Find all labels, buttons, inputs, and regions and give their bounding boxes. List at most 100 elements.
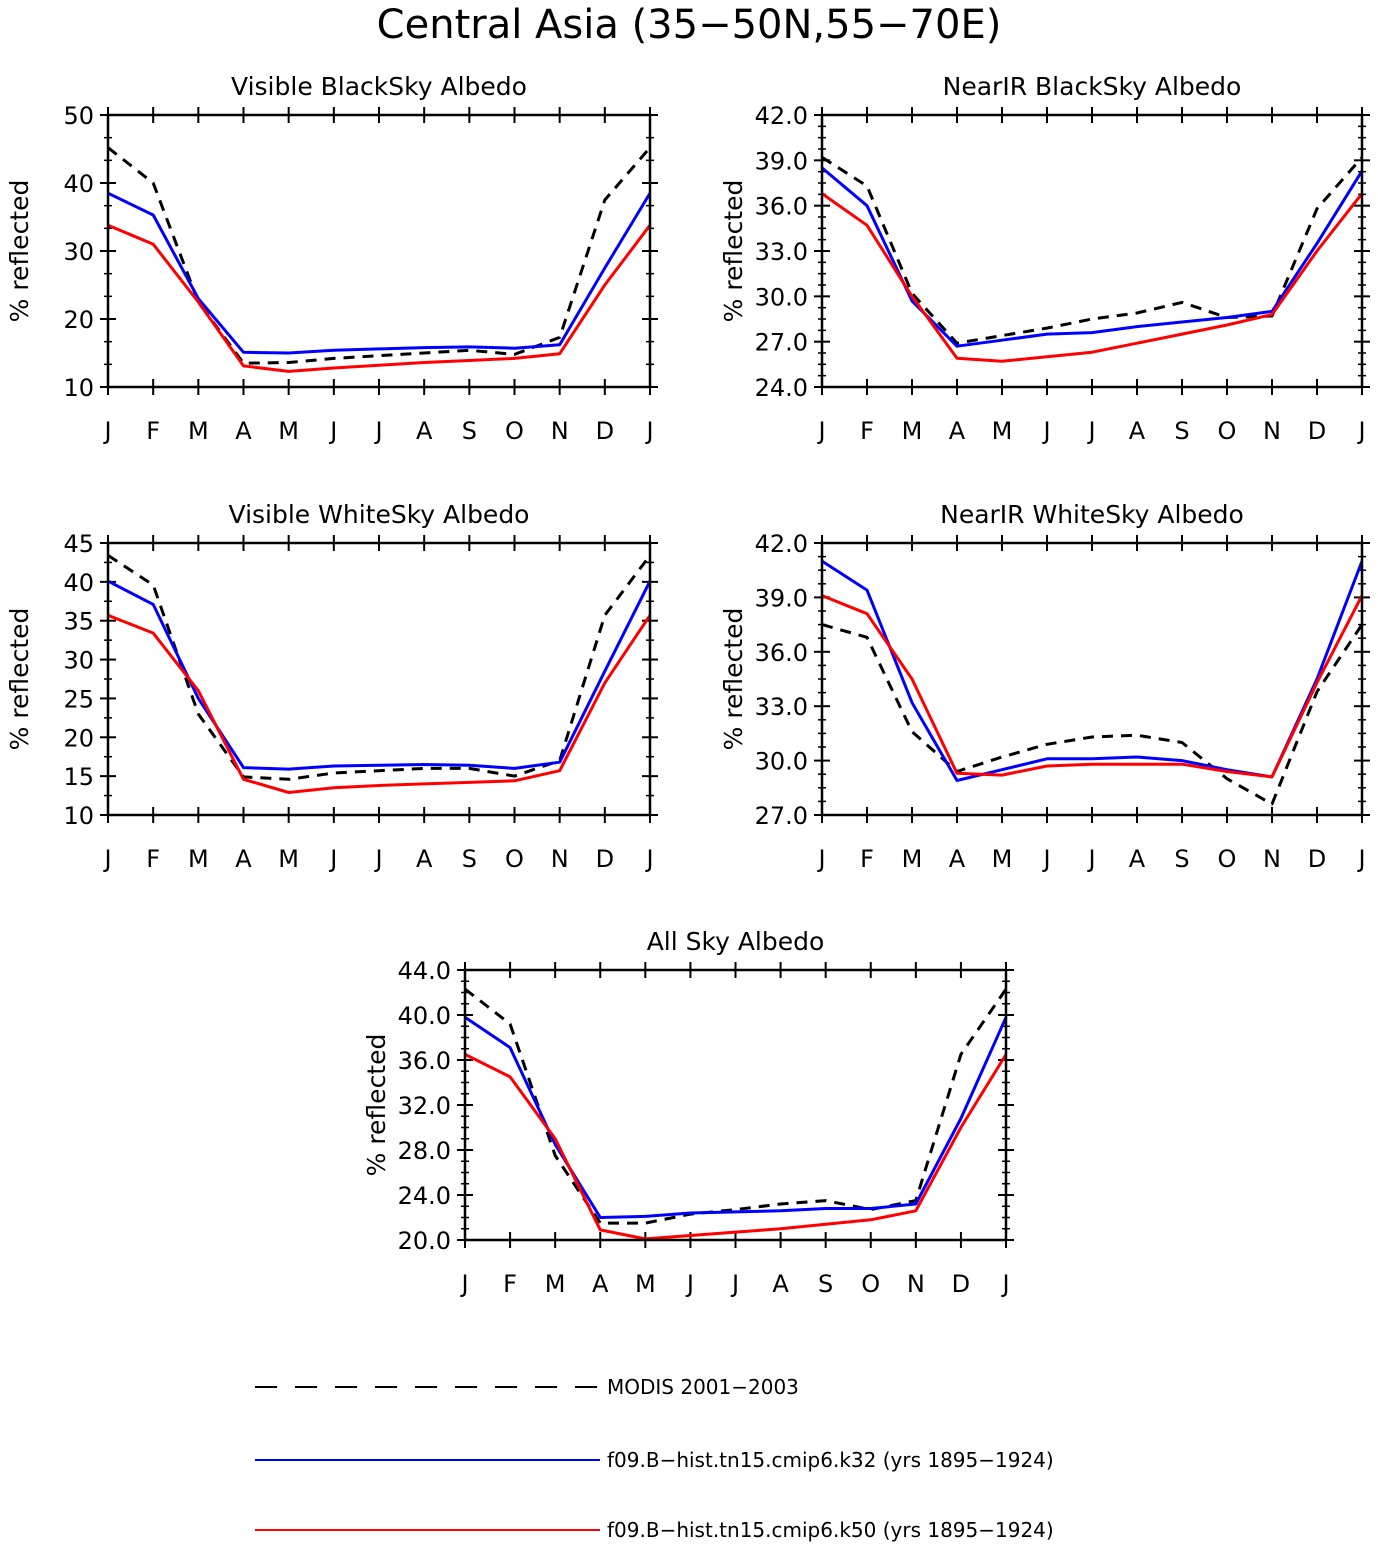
x-tick-label: A bbox=[1129, 417, 1146, 445]
legend-label-k50: f09.B−hist.tn15.cmip6.k50 (yrs 1895−1924… bbox=[607, 1518, 1054, 1542]
x-tick-label: N bbox=[551, 417, 569, 445]
series-line-k50 bbox=[464, 1053, 1008, 1241]
x-tick-label: D bbox=[596, 417, 614, 445]
x-tick-label: J bbox=[1041, 417, 1050, 445]
y-tick-label: 20 bbox=[63, 724, 94, 752]
y-tick-label: 10 bbox=[63, 802, 94, 830]
y-tick-label: 28.0 bbox=[398, 1137, 451, 1165]
y-tick-label: 27.0 bbox=[755, 329, 808, 357]
x-tick-label: A bbox=[592, 1270, 609, 1298]
x-tick-label: M bbox=[902, 417, 923, 445]
x-tick-label: J bbox=[373, 417, 382, 445]
y-tick-label: 36.0 bbox=[755, 193, 808, 221]
y-tick-label: 30.0 bbox=[755, 748, 808, 776]
y-tick-label: 40 bbox=[63, 170, 94, 198]
panel-5: All Sky Albedo % reflected 20.0 24.0 28.0 32.… bbox=[362, 927, 1014, 1298]
legend-item-modis: MODIS 2001−2003 bbox=[255, 1375, 799, 1399]
x-tick-label: A bbox=[416, 417, 433, 445]
x-tick-label: D bbox=[1308, 845, 1326, 873]
x-tick-label: A bbox=[235, 417, 252, 445]
series-line-k50 bbox=[107, 223, 652, 373]
panel-title: Visible BlackSky Albedo bbox=[231, 72, 527, 101]
x-tick-label: F bbox=[860, 845, 874, 873]
x-tick-label: F bbox=[146, 845, 160, 873]
y-tick-label: 10 bbox=[63, 374, 94, 402]
series-line-k32 bbox=[464, 1016, 1008, 1219]
x-tick-label: A bbox=[235, 845, 252, 873]
x-tick-label: S bbox=[462, 845, 477, 873]
x-tick-label: N bbox=[1263, 845, 1281, 873]
series-line-modis bbox=[821, 156, 1364, 345]
x-tick-label: M bbox=[902, 845, 923, 873]
plot-frame bbox=[820, 113, 1364, 389]
plot-frame bbox=[106, 113, 652, 389]
x-tick-label: J bbox=[102, 845, 111, 873]
series-line-k32 bbox=[107, 579, 652, 771]
x-tick-label: F bbox=[503, 1270, 517, 1298]
x-tick-label: O bbox=[1218, 417, 1237, 445]
y-axis-label: % reflected bbox=[362, 1034, 391, 1177]
y-tick-label: 40 bbox=[63, 569, 94, 597]
y-tick-label: 24.0 bbox=[755, 374, 808, 402]
y-tick-label: 32.0 bbox=[398, 1092, 451, 1120]
legend-label-modis: MODIS 2001−2003 bbox=[607, 1375, 799, 1399]
series-line-modis bbox=[821, 623, 1364, 806]
chart-panels: Visible BlackSky Albedo % reflected 10 20 30… bbox=[5, 72, 1370, 1298]
series-line-k32 bbox=[821, 166, 1364, 348]
x-tick-label: M bbox=[992, 845, 1013, 873]
x-tick-label: J bbox=[644, 417, 653, 445]
x-tick-label: F bbox=[860, 417, 874, 445]
figure-title: Central Asia (35−50N,55−70E) bbox=[377, 2, 1002, 48]
panel-4: NearIR WhiteSky Albedo % reflected 27.0 30.… bbox=[719, 500, 1370, 873]
series-line-k50 bbox=[107, 613, 652, 794]
panel-1: Visible BlackSky Albedo % reflected 10 20 30… bbox=[5, 72, 658, 445]
x-tick-label: J bbox=[1356, 417, 1365, 445]
y-tick-label: 39.0 bbox=[755, 147, 808, 175]
x-tick-label: N bbox=[907, 1270, 925, 1298]
legend-item-k32: f09.B−hist.tn15.cmip6.k32 (yrs 1895−1924… bbox=[255, 1448, 1054, 1472]
x-tick-label: J bbox=[459, 1270, 468, 1298]
panel-title: NearIR BlackSky Albedo bbox=[943, 72, 1242, 101]
y-tick-label: 20 bbox=[63, 306, 94, 334]
y-axis-label: % reflected bbox=[719, 180, 748, 323]
x-tick-label: A bbox=[949, 417, 966, 445]
y-tick-label: 33.0 bbox=[755, 238, 808, 266]
y-tick-label: 25 bbox=[63, 685, 94, 713]
panel-3: Visible WhiteSky Albedo % reflected 10 15 20… bbox=[5, 500, 658, 873]
x-tick-label: O bbox=[1218, 845, 1237, 873]
x-tick-label: J bbox=[1000, 1270, 1009, 1298]
x-tick-label: F bbox=[146, 417, 160, 445]
y-axis-label: % reflected bbox=[719, 608, 748, 751]
legend: MODIS 2001−2003 f09.B−hist.tn15.cmip6.k3… bbox=[255, 1375, 1054, 1542]
legend-item-k50: f09.B−hist.tn15.cmip6.k50 (yrs 1895−1924… bbox=[255, 1518, 1054, 1542]
series-line-k32 bbox=[107, 191, 652, 355]
y-tick-label: 33.0 bbox=[755, 693, 808, 721]
y-axis-label: % reflected bbox=[5, 180, 34, 323]
legend-label-k32: f09.B−hist.tn15.cmip6.k32 (yrs 1895−1924… bbox=[607, 1448, 1054, 1472]
x-tick-label: D bbox=[1308, 417, 1326, 445]
panel-2: NearIR BlackSky Albedo % reflected 24.0 27.… bbox=[719, 72, 1370, 445]
x-tick-label: O bbox=[861, 1270, 880, 1298]
x-tick-label: S bbox=[1174, 417, 1189, 445]
x-tick-label: D bbox=[596, 845, 614, 873]
x-tick-label: J bbox=[816, 417, 825, 445]
series-line-modis bbox=[107, 146, 652, 365]
y-tick-label: 30 bbox=[63, 647, 94, 675]
x-tick-label: A bbox=[772, 1270, 789, 1298]
series-line-k32 bbox=[821, 559, 1364, 782]
x-tick-label: J bbox=[685, 1270, 694, 1298]
y-tick-label: 39.0 bbox=[755, 584, 808, 612]
y-tick-label: 36.0 bbox=[755, 639, 808, 667]
y-tick-label: 15 bbox=[63, 763, 94, 791]
plot-frame bbox=[820, 541, 1364, 817]
y-tick-label: 27.0 bbox=[755, 802, 808, 830]
y-tick-label: 20.0 bbox=[398, 1227, 451, 1255]
y-tick-label: 50 bbox=[63, 102, 94, 130]
x-tick-label: O bbox=[505, 417, 524, 445]
panel-title: Visible WhiteSky Albedo bbox=[229, 500, 530, 529]
x-tick-label: S bbox=[1174, 845, 1189, 873]
y-axis-label: % reflected bbox=[5, 608, 34, 751]
x-tick-label: J bbox=[816, 845, 825, 873]
y-tick-label: 36.0 bbox=[398, 1047, 451, 1075]
